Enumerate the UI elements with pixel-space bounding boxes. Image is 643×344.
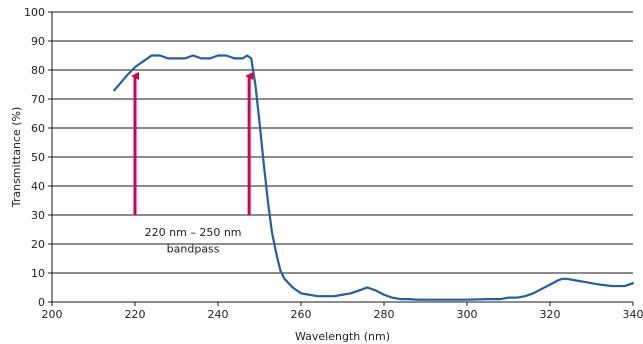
gridlines (52, 11, 633, 274)
y-tick-label-30: 30 (31, 209, 45, 222)
x-tick-label-340: 340 (623, 308, 643, 321)
tick-labels: 200 220 240 260 280 300 320 340 0 10 20 30 40 50 60 70 8… (24, 6, 643, 321)
y-tick-label-100: 100 (24, 6, 45, 19)
y-tick-label-70: 70 (31, 93, 45, 106)
annotation-arrows (131, 72, 254, 215)
x-tick-label-240: 240 (208, 308, 229, 321)
y-tick-label-40: 40 (31, 180, 45, 193)
y-tick-label-80: 80 (31, 64, 45, 77)
x-tick-label-320: 320 (540, 308, 561, 321)
y-tick-label-10: 10 (31, 267, 45, 280)
x-tick-label-280: 280 (374, 308, 395, 321)
bandpass-annotation-line2: bandpass (167, 243, 220, 256)
x-tick-label-200: 200 (42, 308, 63, 321)
x-tick-label-300: 300 (457, 308, 478, 321)
y-axis-title: Transmittance (%) (10, 107, 23, 209)
bandpass-annotation-line1: 220 nm – 250 nm (145, 226, 242, 239)
x-tick-label-260: 260 (291, 308, 312, 321)
axes (48, 11, 634, 306)
series-layer (113, 54, 635, 301)
y-tick-label-50: 50 (31, 151, 45, 164)
x-axis-title: Wavelength (nm) (295, 330, 390, 343)
series-line-0 (113, 54, 635, 301)
y-tick-label-0: 0 (38, 296, 45, 309)
x-tick-label-220: 220 (125, 308, 146, 321)
y-tick-label-90: 90 (31, 35, 45, 48)
y-tick-label-60: 60 (31, 122, 45, 135)
y-tick-label-20: 20 (31, 238, 45, 251)
